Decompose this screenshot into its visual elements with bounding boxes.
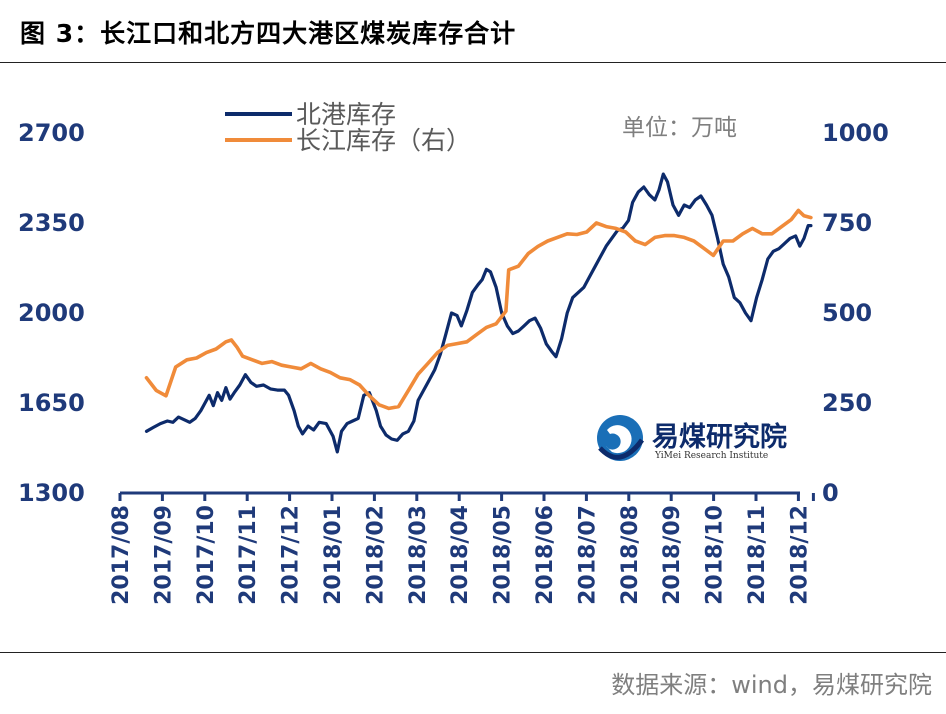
left-tick-label: 1300 <box>18 479 85 507</box>
right-tick-label: 1000 <box>822 119 889 147</box>
x-tick-label: 2018/11 <box>745 505 770 605</box>
left-tick-label: 2350 <box>18 209 85 237</box>
x-tick-label: 2018/07 <box>575 505 600 605</box>
x-tick-label: 2017/11 <box>236 505 261 605</box>
series-line-yangtze <box>144 208 813 411</box>
x-tick-label: 2018/05 <box>491 505 516 605</box>
left-tick-label: 2000 <box>18 299 85 327</box>
chart-title: 图 3：长江口和北方四大港区煤炭库存合计 <box>20 19 517 48</box>
x-tick-label: 2017/12 <box>279 505 304 605</box>
x-tick-label: 2018/12 <box>787 505 812 605</box>
x-tick-label: 2018/02 <box>363 505 388 605</box>
series-layer <box>144 172 813 454</box>
x-tick-label: 2017/09 <box>151 505 176 605</box>
bottom-divider <box>0 652 946 653</box>
axes-layer: 1300 1650 2000 2350 2700 0 250 500 750 1000 2017/0… <box>18 119 889 605</box>
legend-yangtze-label: 长江库存（右） <box>296 126 471 155</box>
left-tick-label: 2700 <box>18 119 85 147</box>
legend-north-label: 北港库存 <box>296 100 396 129</box>
left-tick-label: 1650 <box>18 389 85 417</box>
x-tick-label: 2018/10 <box>703 505 728 605</box>
legend: 北港库存 长江库存（右） <box>225 100 471 155</box>
x-tick-label: 2017/08 <box>109 505 134 605</box>
x-tick-label: 2017/10 <box>194 505 219 605</box>
x-tick-label: 2018/03 <box>406 505 431 605</box>
source-note: 数据来源：wind，易煤研究院 <box>611 671 932 699</box>
unit-label: 单位：万吨 <box>622 115 737 141</box>
x-tick-label: 2018/06 <box>533 505 558 605</box>
logo-name: 易煤研究院 <box>652 421 787 453</box>
top-divider <box>0 62 946 63</box>
x-tick-label: 2018/04 <box>448 505 473 605</box>
right-tick-label: 0 <box>822 479 839 507</box>
series-line-north <box>144 172 813 454</box>
x-tick-label: 2018/08 <box>618 505 643 605</box>
right-tick-label: 250 <box>822 389 872 417</box>
watermark-logo: 易煤研究院 YiMei Research Institute <box>597 415 787 461</box>
chart-area: 1300 1650 2000 2350 2700 0 250 500 750 1000 2017/0… <box>18 100 889 605</box>
right-tick-label: 750 <box>822 209 872 237</box>
x-tick-label: 2018/01 <box>321 505 346 605</box>
x-tick-label: 2018/09 <box>660 505 685 605</box>
right-tick-label: 500 <box>822 299 872 327</box>
logo-subtitle: YiMei Research Institute <box>654 451 768 461</box>
